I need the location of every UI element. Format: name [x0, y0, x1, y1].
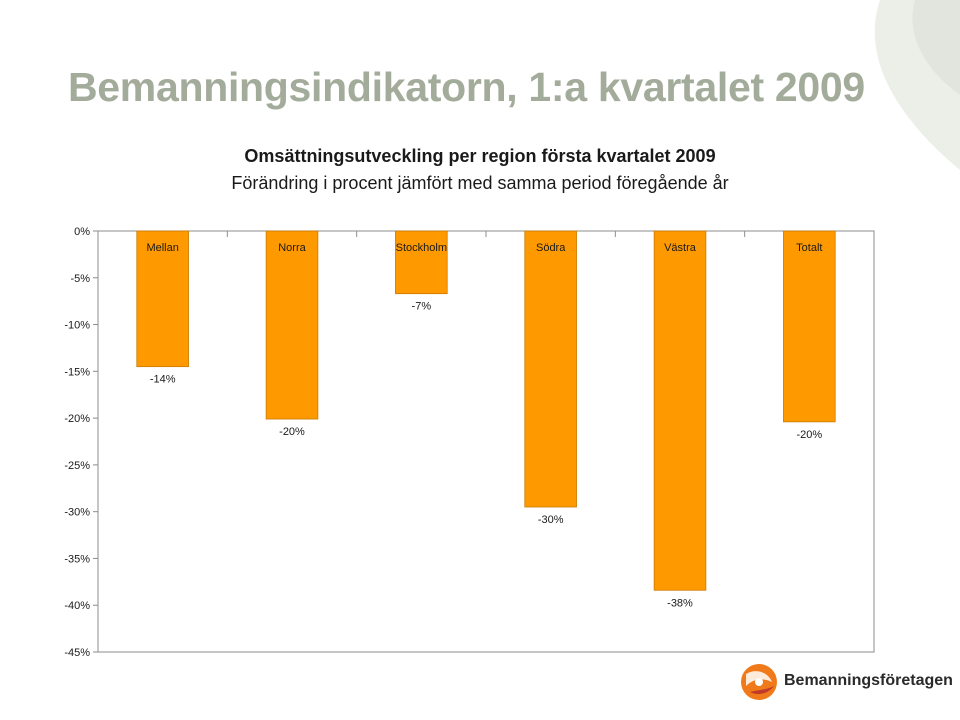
logo-text: Bemanningsföretagen: [784, 672, 953, 689]
data-label: -7%: [412, 301, 432, 313]
category-label: Norra: [278, 242, 306, 254]
bar: [265, 230, 319, 420]
category-label: Stockholm: [396, 242, 447, 254]
plot-area: [97, 230, 875, 653]
bar: [653, 230, 707, 591]
logo-icon: [741, 664, 777, 700]
y-tick-label: -5%: [70, 273, 90, 285]
data-label: -14%: [150, 374, 176, 386]
data-label: -38%: [667, 597, 693, 609]
chart-title: Omsättningsutveckling per region första …: [244, 146, 716, 166]
slide-title: Bemanningsindikatorn, 1:a kvartalet 2009: [68, 64, 865, 110]
y-tick-label: -10%: [64, 320, 90, 332]
bar: [524, 230, 577, 508]
y-tick-label: -20%: [64, 413, 90, 425]
y-tick-label: -45%: [64, 647, 90, 659]
y-tick-label: -15%: [64, 366, 90, 378]
chart-subtitle: Förändring i procent jämfört med samma p…: [231, 173, 729, 193]
category-label: Totalt: [796, 242, 822, 254]
company-logo: Bemanningsföretagen: [738, 660, 953, 704]
bar: [783, 230, 836, 423]
y-tick-label: -40%: [64, 600, 90, 612]
corner-swoosh-light: [912, 0, 960, 95]
category-label: Södra: [536, 242, 566, 254]
y-tick-label: 0%: [74, 226, 90, 238]
category-label: Mellan: [146, 242, 178, 254]
category-label: Västra: [664, 242, 697, 254]
y-tick-label: -25%: [64, 460, 90, 472]
y-tick-label: -35%: [64, 553, 90, 565]
y-tick-label: -30%: [64, 507, 90, 519]
bar: [136, 230, 189, 368]
data-label: -30%: [538, 514, 564, 526]
bar: [395, 230, 448, 295]
data-label: -20%: [279, 426, 305, 438]
data-label: -20%: [796, 429, 822, 441]
